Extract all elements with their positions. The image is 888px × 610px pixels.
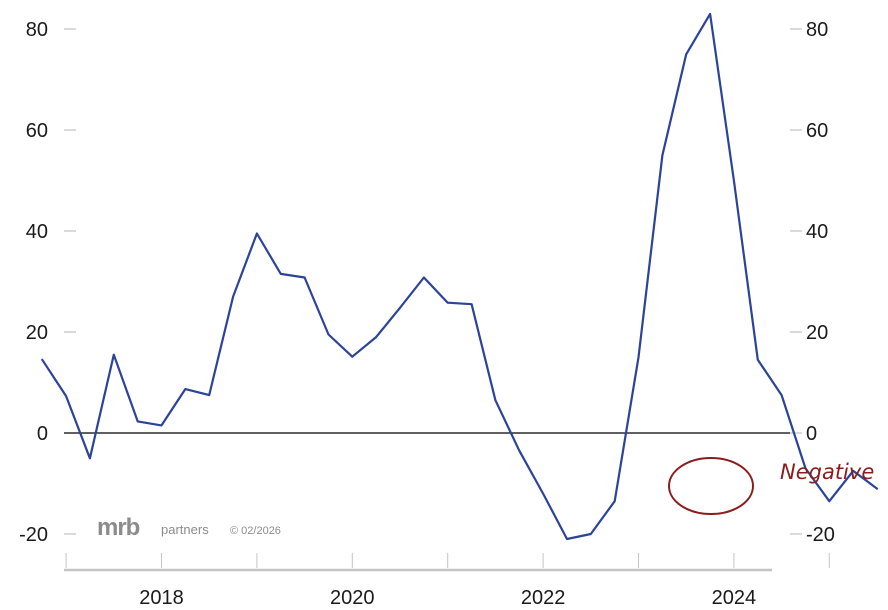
y-tick-label-right: 40 bbox=[806, 221, 828, 243]
y-tick-label-left: 20 bbox=[26, 322, 48, 344]
logo-partners: partners bbox=[161, 522, 209, 537]
y-tick-label-left: 0 bbox=[37, 423, 48, 445]
y-tick-label-right: 20 bbox=[806, 322, 828, 344]
logo-date: © 02/2026 bbox=[230, 525, 281, 537]
left-y-axis: 80 60 40 20 0 -20 bbox=[19, 19, 76, 546]
y-tick-label-right: 0 bbox=[806, 423, 817, 445]
series-layer bbox=[41, 12, 879, 541]
x-tick-label: 2024 bbox=[712, 587, 757, 609]
y-tick-label-right: -20 bbox=[806, 524, 835, 546]
right-y-axis: 80 60 40 20 0 -20 bbox=[790, 19, 835, 546]
x-tick-label: 2018 bbox=[139, 587, 184, 609]
y-tick-label-left: 40 bbox=[26, 221, 48, 243]
negative-annotation: Negative bbox=[780, 460, 874, 484]
y-tick-label-left: 60 bbox=[26, 120, 48, 142]
negative-highlight-ellipse bbox=[668, 457, 754, 515]
y-tick-label-right: 80 bbox=[806, 19, 828, 41]
logo-mrb: mrb bbox=[97, 514, 140, 541]
brand-logo: mrb partners © 02/2026 bbox=[97, 514, 281, 541]
x-tick-label: 2022 bbox=[521, 587, 566, 609]
y-tick-label-left: -20 bbox=[19, 524, 48, 546]
series-line bbox=[41, 12, 879, 541]
y-tick-label-left: 80 bbox=[26, 19, 48, 41]
x-axis: 20182020202220242026 bbox=[64, 553, 830, 609]
y-tick-label-right: 60 bbox=[806, 120, 828, 142]
x-tick-label: 2020 bbox=[330, 587, 375, 609]
